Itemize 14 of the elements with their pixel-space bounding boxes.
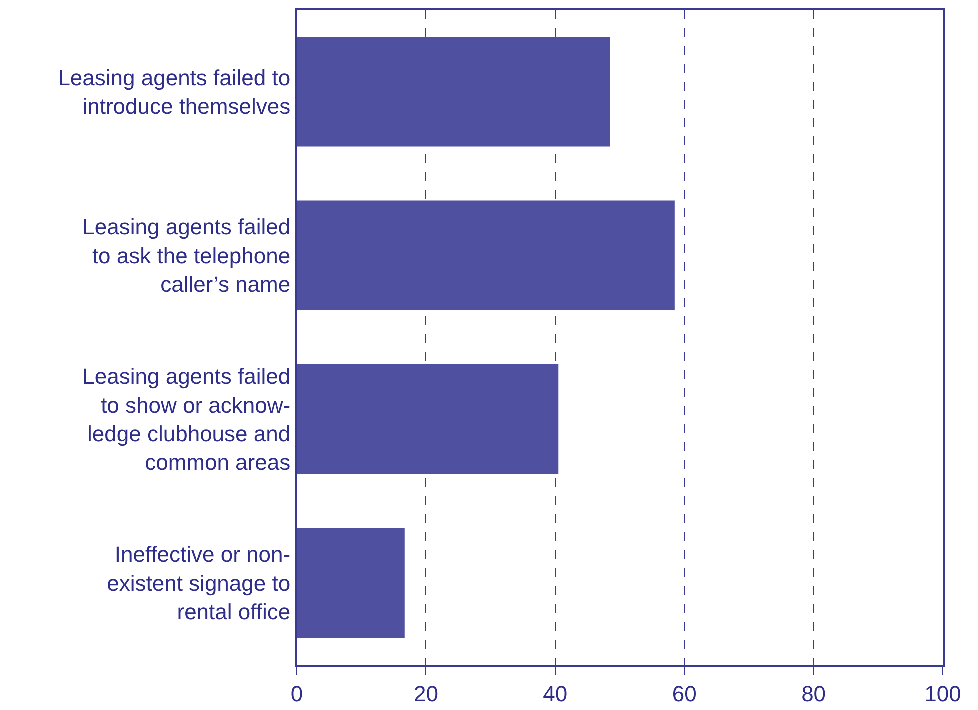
x-tick-label: 100 (924, 681, 962, 706)
x-tick-label: 60 (672, 681, 697, 706)
x-tick-label: 40 (543, 681, 568, 706)
y-tick-label: Ineffective or non- existent signage to rental office (107, 542, 291, 624)
bar (297, 364, 559, 474)
x-tick-label: 80 (802, 681, 826, 706)
bar (297, 528, 405, 638)
y-tick-label: Leasing agents failed to show or acknow- ledge clubhouse and common areas (82, 364, 291, 475)
bar (297, 200, 675, 310)
y-tick-label: Leasing agents failed to introduce themselves (58, 65, 291, 119)
bar (297, 37, 610, 147)
x-tick-label: 0 (290, 681, 304, 706)
x-tick-label: 20 (414, 681, 438, 706)
y-tick-label: Leasing agents failed to ask the telephone caller’s name (82, 214, 291, 297)
